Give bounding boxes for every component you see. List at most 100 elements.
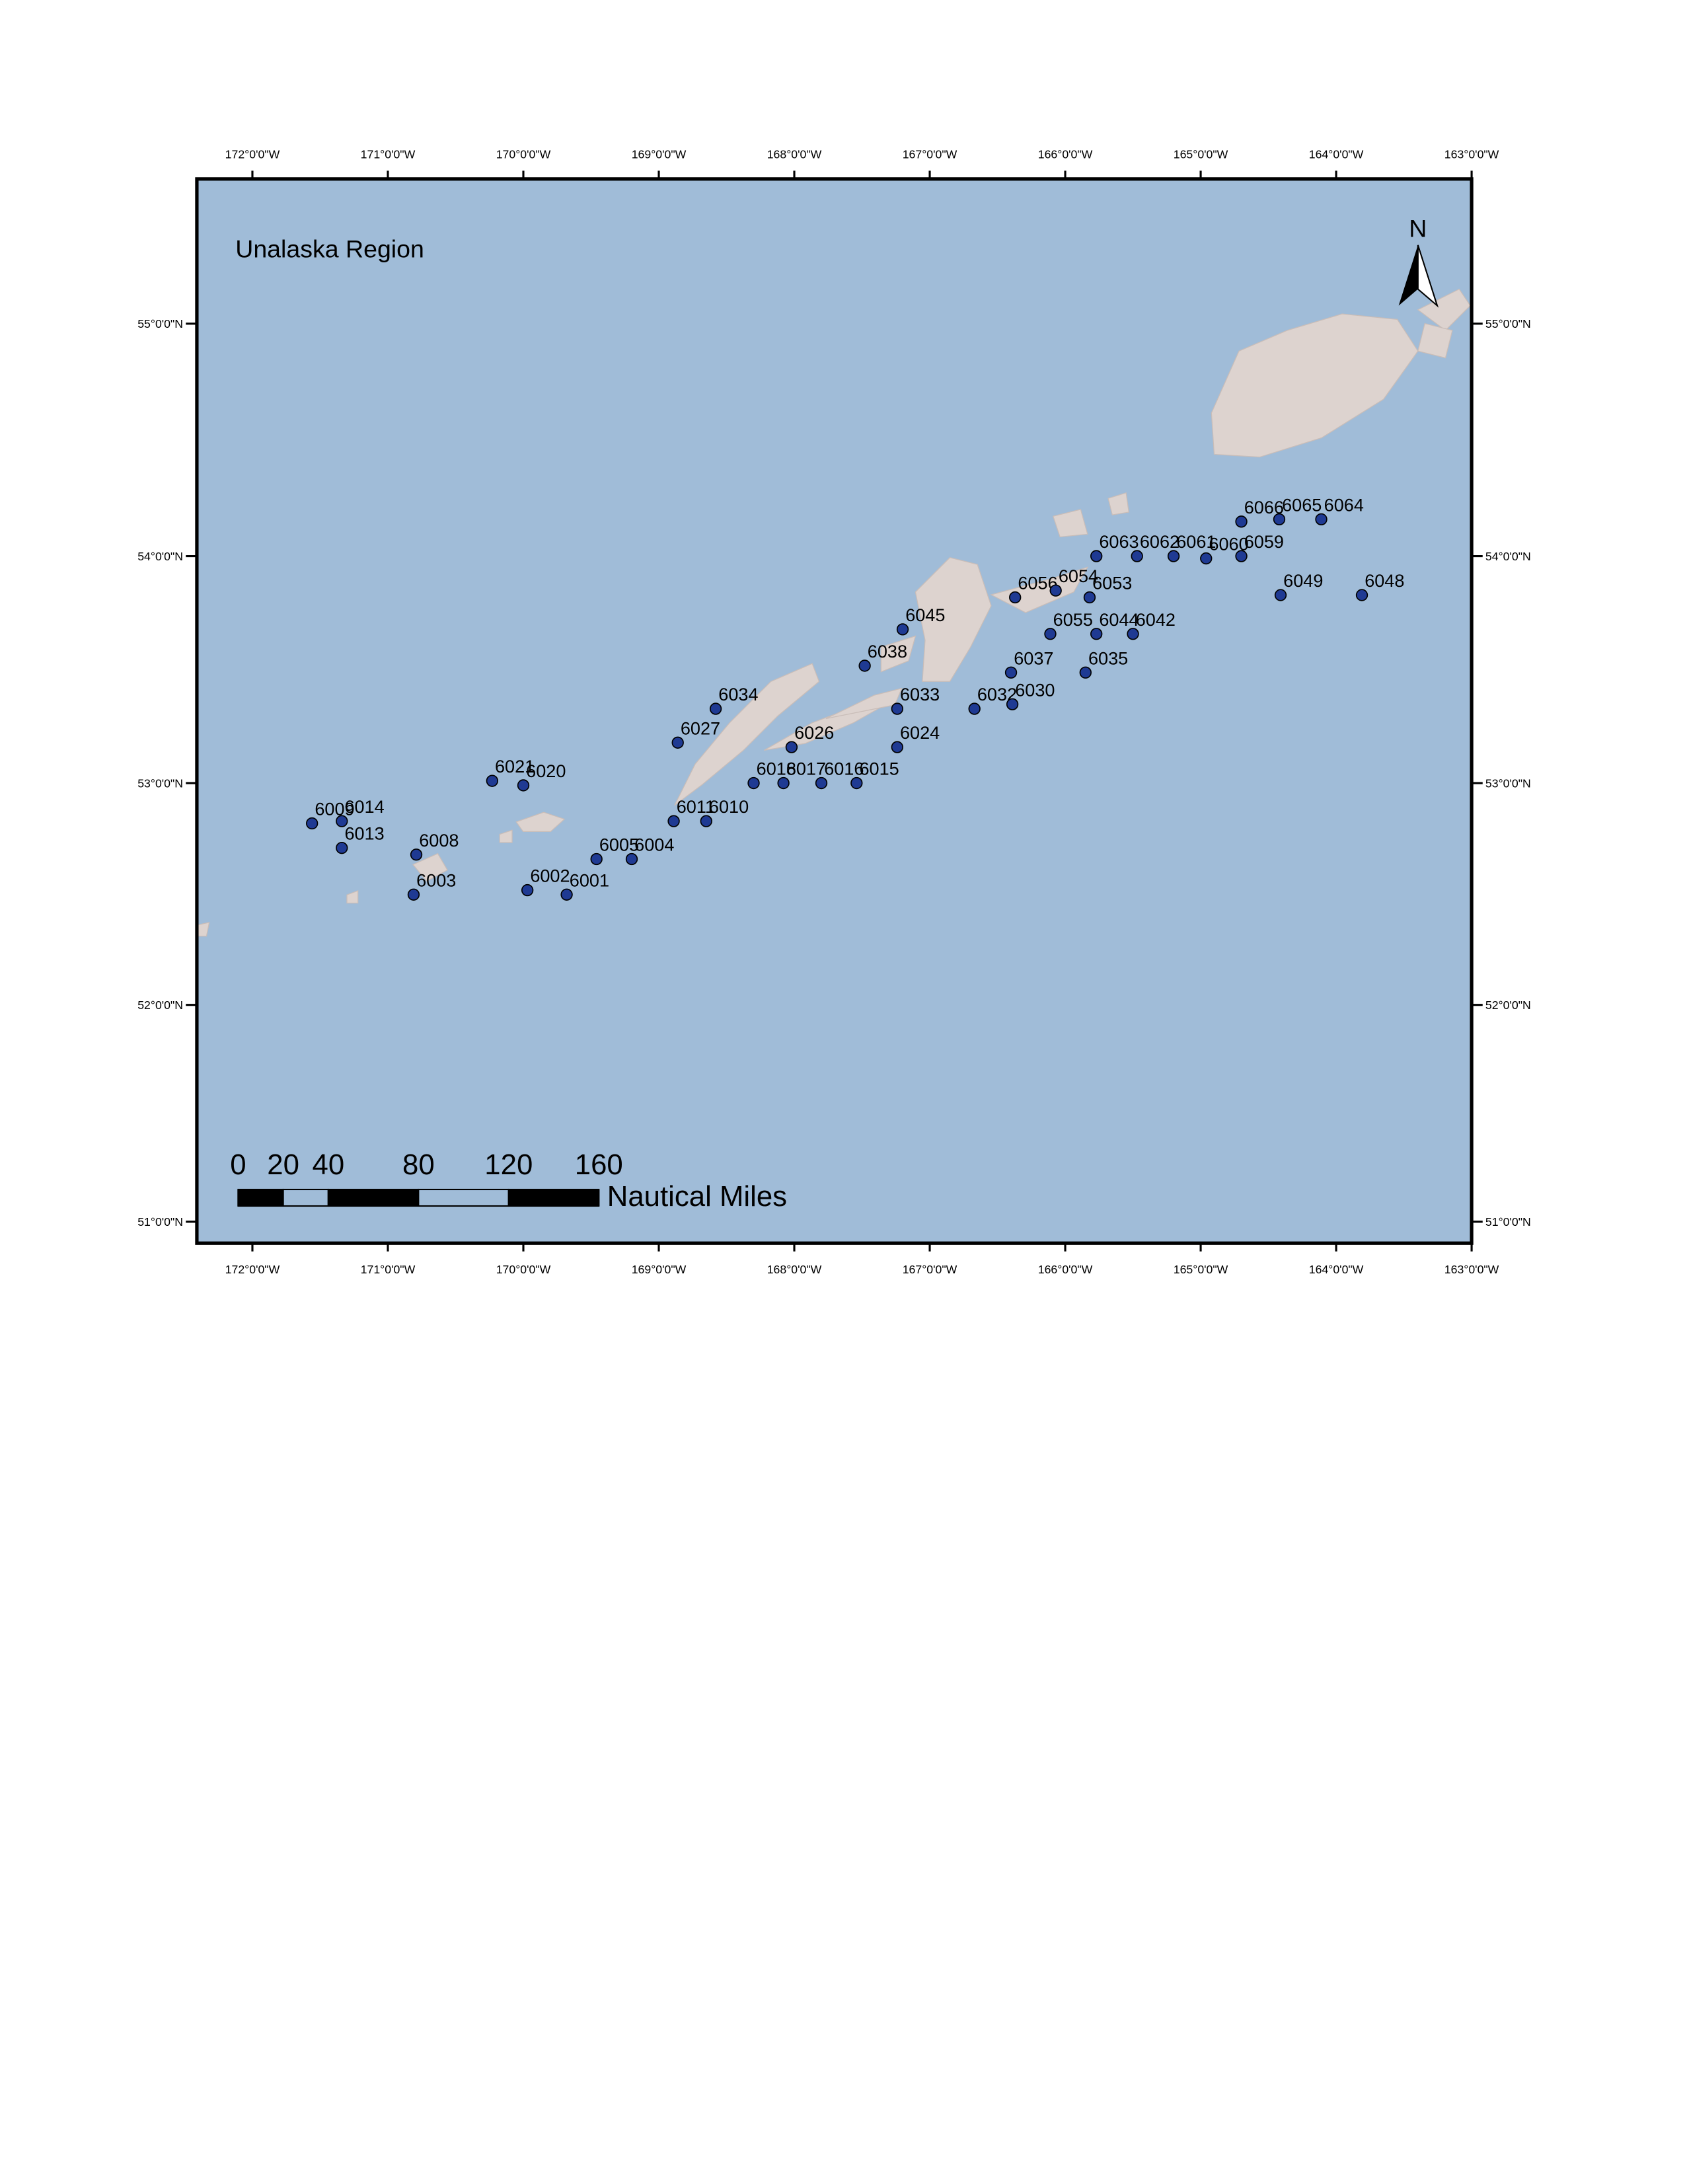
land <box>196 288 1471 937</box>
scale-label: 80 <box>402 1148 435 1181</box>
scale-segment <box>282 1188 329 1207</box>
station-label: 6053 <box>1092 573 1132 593</box>
station <box>410 848 423 861</box>
station-label: 6062 <box>1140 531 1180 552</box>
station <box>1079 666 1092 679</box>
y-tick-label: 54°0'0"N <box>137 550 183 563</box>
x-tick-label: 166°0'0"W <box>1038 148 1093 161</box>
x-tick-label: 168°0'0"W <box>767 1263 822 1276</box>
x-tick-label: 167°0'0"W <box>903 1263 957 1276</box>
station <box>1009 591 1022 604</box>
scale-label: 0 <box>230 1148 246 1181</box>
x-tick-label: 171°0'0"W <box>361 1263 416 1276</box>
scale-label: 120 <box>484 1148 533 1181</box>
station <box>336 815 348 827</box>
station-label: 6059 <box>1244 531 1284 552</box>
station-label: 6011 <box>677 796 715 817</box>
scale-label: 40 <box>313 1148 345 1181</box>
station-label: 6055 <box>1053 609 1093 630</box>
station <box>850 776 863 790</box>
station <box>700 815 712 827</box>
station-label: 6027 <box>681 718 720 738</box>
station-label: 6035 <box>1088 648 1128 668</box>
station <box>1235 515 1248 528</box>
station <box>486 774 499 787</box>
y-tick-label: 52°0'0"N <box>137 998 183 1012</box>
station <box>1273 513 1286 526</box>
north-arrow-right <box>1417 245 1439 308</box>
y-tick-label: 52°0'0"N <box>1485 998 1531 1012</box>
station <box>1090 550 1103 562</box>
station-label: 6004 <box>634 835 674 855</box>
station-label: 6015 <box>859 759 899 779</box>
x-tick-label: 172°0'0"W <box>225 148 280 161</box>
station-label: 6033 <box>900 684 940 704</box>
scale-segment <box>507 1188 600 1207</box>
scale-unit: Nautical Miles <box>607 1180 787 1213</box>
station <box>671 736 684 749</box>
scale-segment <box>418 1188 509 1207</box>
station <box>815 776 828 790</box>
x-tick-label: 163°0'0"W <box>1444 1263 1499 1276</box>
x-tick-label: 164°0'0"W <box>1309 148 1364 161</box>
scale-label: 20 <box>267 1148 299 1181</box>
station-label: 6063 <box>1099 531 1139 552</box>
station <box>1235 550 1248 562</box>
station-label: 6003 <box>416 870 456 890</box>
y-tick-label: 55°0'0"N <box>1485 317 1531 330</box>
station <box>891 702 903 715</box>
station-label: 6017 <box>786 759 826 779</box>
station <box>1090 628 1103 640</box>
x-tick-label: 164°0'0"W <box>1309 1263 1364 1276</box>
station-label: 6008 <box>419 830 459 850</box>
station <box>336 841 348 854</box>
x-tick-label: 171°0'0"W <box>361 148 416 161</box>
station <box>625 852 638 866</box>
scale-label: 160 <box>575 1148 623 1181</box>
station <box>667 815 680 827</box>
scale-segment <box>237 1188 284 1207</box>
x-tick-label: 167°0'0"W <box>903 148 957 161</box>
station-label: 6020 <box>526 761 566 781</box>
station <box>1200 552 1213 565</box>
station-label: 6061 <box>1176 531 1216 552</box>
station-label: 6030 <box>1015 679 1055 700</box>
station <box>1131 550 1143 562</box>
station <box>1044 628 1057 640</box>
station-label: 6016 <box>824 759 864 779</box>
station-label: 6065 <box>1282 494 1322 515</box>
y-tick-label: 55°0'0"N <box>137 317 183 330</box>
station <box>1127 628 1139 640</box>
station-label: 6064 <box>1324 494 1364 515</box>
station-label: 6001 <box>570 870 609 890</box>
station-label: 6034 <box>718 684 758 704</box>
north-label: N <box>1409 214 1427 242</box>
station <box>517 779 530 792</box>
station <box>521 884 534 897</box>
station-label: 6005 <box>599 835 639 855</box>
station <box>858 659 871 672</box>
station-label: 6044 <box>1099 609 1139 630</box>
station-label: 6045 <box>905 605 945 625</box>
station <box>709 702 722 715</box>
station-label: 6049 <box>1283 570 1323 591</box>
station <box>590 852 603 866</box>
station-label: 6010 <box>709 796 749 817</box>
y-tick-label: 53°0'0"N <box>137 776 183 790</box>
map-frame <box>195 177 1474 1245</box>
station <box>1167 550 1180 562</box>
station-label: 6038 <box>868 641 907 661</box>
station <box>1355 589 1368 601</box>
x-tick-label: 165°0'0"W <box>1174 1263 1228 1276</box>
x-tick-label: 163°0'0"W <box>1444 148 1499 161</box>
x-tick-label: 168°0'0"W <box>767 148 822 161</box>
station <box>306 817 318 830</box>
y-tick-label: 54°0'0"N <box>1485 550 1531 563</box>
map-title: Unalaska Region <box>235 235 424 263</box>
x-tick-label: 169°0'0"W <box>632 1263 687 1276</box>
station <box>747 776 760 790</box>
station-label: 6054 <box>1059 566 1098 586</box>
station <box>777 776 790 790</box>
